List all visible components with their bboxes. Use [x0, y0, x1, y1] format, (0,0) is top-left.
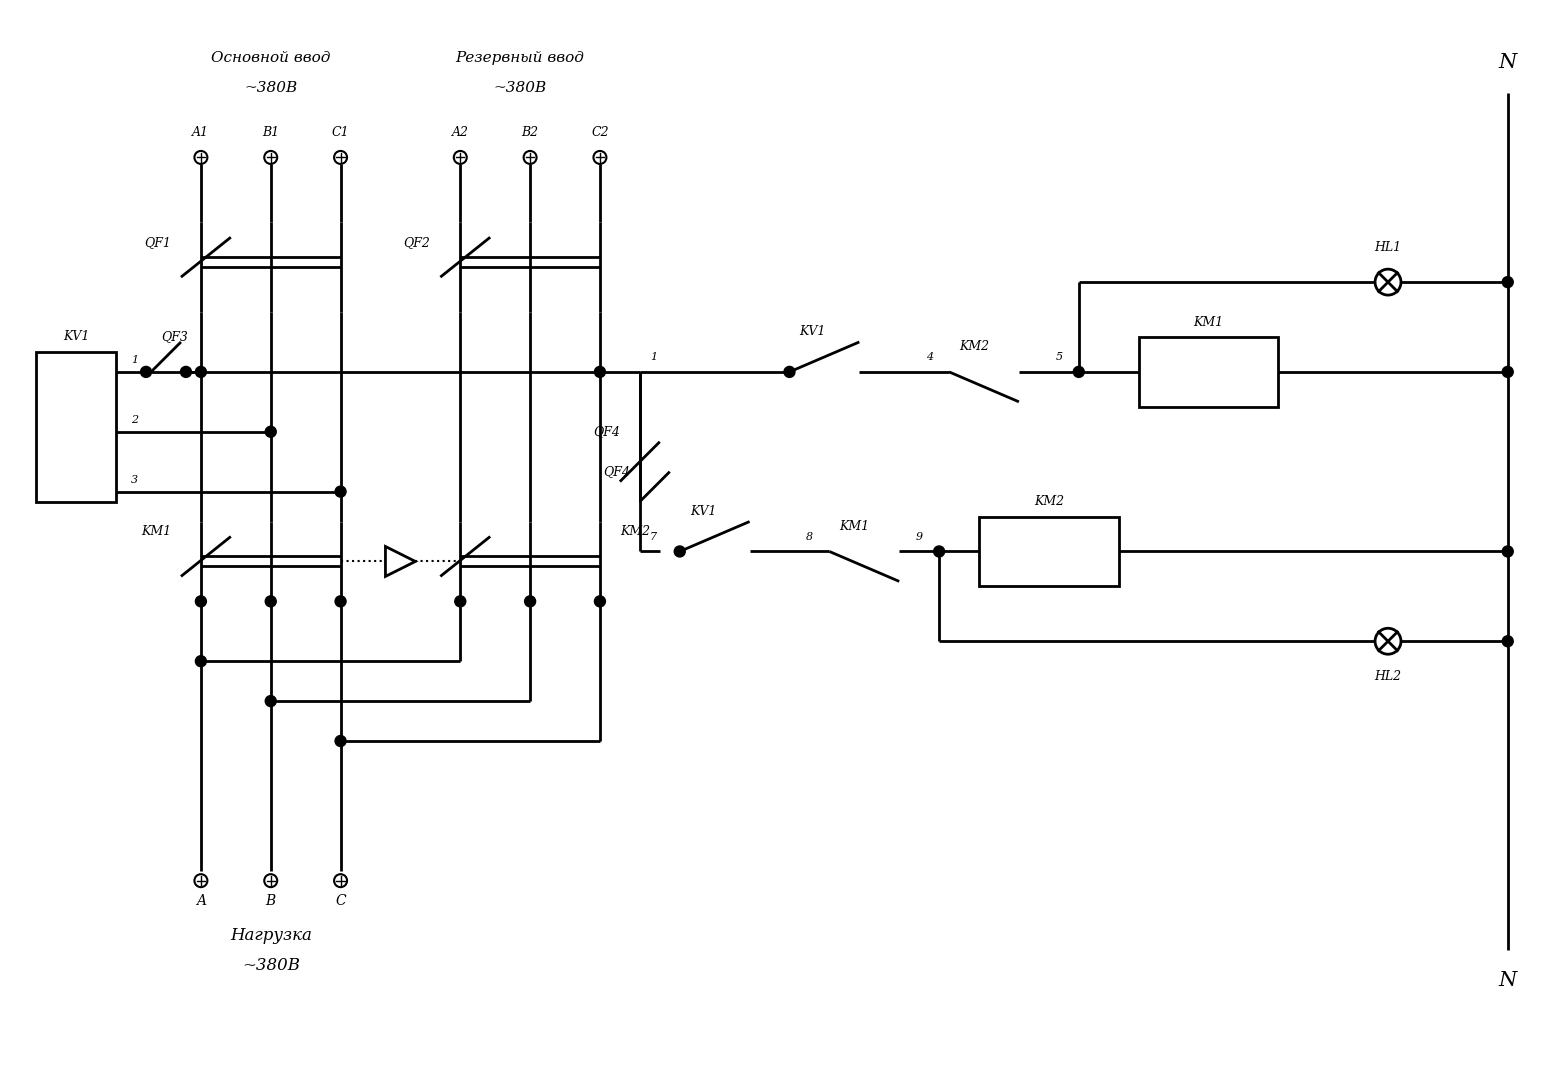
- Circle shape: [1503, 366, 1514, 378]
- Text: KM1: KM1: [839, 520, 870, 533]
- Text: 2: 2: [131, 415, 139, 425]
- Circle shape: [181, 366, 192, 378]
- Circle shape: [1375, 629, 1402, 655]
- Text: KV1: KV1: [689, 505, 716, 518]
- Circle shape: [335, 596, 346, 607]
- Text: ~380В: ~380В: [494, 80, 547, 94]
- Text: Резервный ввод: Резервный ввод: [455, 50, 585, 64]
- Circle shape: [265, 151, 278, 164]
- Circle shape: [934, 546, 945, 557]
- Circle shape: [1375, 269, 1402, 295]
- Circle shape: [334, 874, 348, 887]
- Text: ~380В: ~380В: [242, 957, 299, 974]
- Bar: [36, 352, 115, 501]
- Circle shape: [1503, 546, 1514, 557]
- Text: Нагрузка: Нагрузка: [229, 927, 312, 944]
- Circle shape: [524, 151, 536, 164]
- Circle shape: [195, 366, 206, 378]
- Bar: [1138, 337, 1278, 407]
- Circle shape: [195, 874, 207, 887]
- Text: HL1: HL1: [1375, 240, 1402, 253]
- Text: A2: A2: [452, 126, 469, 139]
- Text: B1: B1: [262, 126, 279, 139]
- Text: QF3: QF3: [161, 330, 189, 343]
- Text: KM2: KM2: [959, 340, 990, 353]
- Text: 5: 5: [1055, 352, 1062, 362]
- Text: 1: 1: [650, 352, 656, 362]
- Text: C1: C1: [332, 126, 349, 139]
- Text: KV1: KV1: [800, 325, 826, 338]
- Text: QF4: QF4: [603, 466, 630, 479]
- Circle shape: [265, 596, 276, 607]
- Circle shape: [1073, 366, 1084, 378]
- Text: C2: C2: [591, 126, 608, 139]
- Circle shape: [195, 596, 206, 607]
- Circle shape: [265, 695, 276, 707]
- Text: 7: 7: [650, 531, 656, 542]
- Text: ~380В: ~380В: [245, 80, 298, 94]
- Circle shape: [784, 366, 795, 378]
- Text: KV1: KV1: [62, 330, 89, 343]
- Text: KM2: KM2: [620, 525, 650, 538]
- Circle shape: [594, 596, 605, 607]
- Text: QF4: QF4: [592, 425, 620, 438]
- Bar: [979, 516, 1119, 586]
- Text: C: C: [335, 894, 346, 908]
- Circle shape: [673, 546, 686, 557]
- Text: B2: B2: [522, 126, 539, 139]
- Text: QF2: QF2: [404, 236, 430, 249]
- Circle shape: [265, 426, 276, 437]
- Circle shape: [594, 151, 606, 164]
- Circle shape: [140, 366, 151, 378]
- Circle shape: [335, 486, 346, 497]
- Circle shape: [594, 366, 605, 378]
- Circle shape: [525, 596, 536, 607]
- Circle shape: [195, 151, 207, 164]
- Text: A: A: [196, 894, 206, 908]
- Text: 1: 1: [131, 355, 139, 365]
- Circle shape: [455, 596, 466, 607]
- Circle shape: [334, 151, 348, 164]
- Text: KM2: KM2: [1034, 495, 1063, 509]
- Text: 9: 9: [915, 531, 923, 542]
- Circle shape: [1503, 277, 1514, 288]
- Circle shape: [1503, 636, 1514, 647]
- Text: N: N: [1498, 971, 1517, 990]
- Text: 8: 8: [806, 531, 812, 542]
- Text: 4: 4: [926, 352, 932, 362]
- Circle shape: [265, 874, 278, 887]
- Text: N: N: [1498, 54, 1517, 72]
- Circle shape: [335, 735, 346, 747]
- Text: QF1: QF1: [143, 236, 171, 249]
- Text: KM1: KM1: [1193, 315, 1224, 328]
- Text: Основной ввод: Основной ввод: [210, 50, 331, 64]
- Circle shape: [195, 656, 206, 666]
- Polygon shape: [385, 546, 415, 576]
- Text: A1: A1: [192, 126, 209, 139]
- Text: B: B: [265, 894, 276, 908]
- Text: HL2: HL2: [1375, 670, 1402, 682]
- Text: KM1: KM1: [140, 525, 171, 538]
- Text: 3: 3: [131, 474, 139, 485]
- Circle shape: [454, 151, 466, 164]
